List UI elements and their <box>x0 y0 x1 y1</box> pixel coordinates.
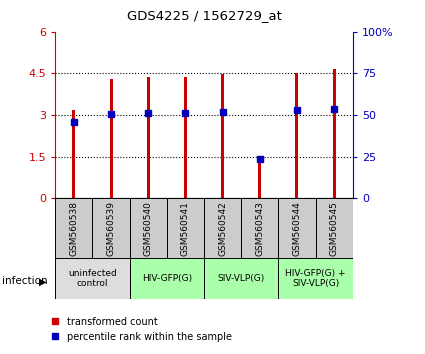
Text: GSM560543: GSM560543 <box>255 201 264 256</box>
Bar <box>221 74 224 198</box>
Bar <box>278 198 315 258</box>
Text: infection: infection <box>2 276 48 286</box>
Bar <box>315 198 353 258</box>
Bar <box>72 109 75 198</box>
Text: GSM560540: GSM560540 <box>144 201 153 256</box>
Legend: transformed count, percentile rank within the sample: transformed count, percentile rank withi… <box>47 313 236 346</box>
Text: GSM560539: GSM560539 <box>107 201 116 256</box>
Bar <box>204 198 241 258</box>
Bar <box>147 77 150 198</box>
Text: GSM560545: GSM560545 <box>330 201 339 256</box>
Bar <box>184 77 187 198</box>
Bar <box>130 198 167 258</box>
Bar <box>333 69 336 198</box>
Bar <box>295 74 298 198</box>
Bar <box>130 258 204 299</box>
Bar <box>204 258 278 299</box>
Text: GSM560544: GSM560544 <box>292 201 301 256</box>
Text: GSM560542: GSM560542 <box>218 201 227 256</box>
Bar <box>110 79 113 198</box>
Text: GDS4225 / 1562729_at: GDS4225 / 1562729_at <box>127 9 281 22</box>
Text: uninfected
control: uninfected control <box>68 269 117 289</box>
Text: SIV-VLP(G): SIV-VLP(G) <box>218 274 265 283</box>
Bar <box>258 161 261 198</box>
Bar <box>92 198 130 258</box>
Bar <box>55 258 130 299</box>
Bar <box>55 198 92 258</box>
Text: HIV-GFP(G) +
SIV-VLP(G): HIV-GFP(G) + SIV-VLP(G) <box>285 269 346 289</box>
Text: HIV-GFP(G): HIV-GFP(G) <box>142 274 192 283</box>
Bar <box>167 198 204 258</box>
Bar <box>278 258 353 299</box>
Text: ▶: ▶ <box>39 276 47 286</box>
Bar <box>241 198 278 258</box>
Text: GSM560541: GSM560541 <box>181 201 190 256</box>
Text: GSM560538: GSM560538 <box>69 201 78 256</box>
